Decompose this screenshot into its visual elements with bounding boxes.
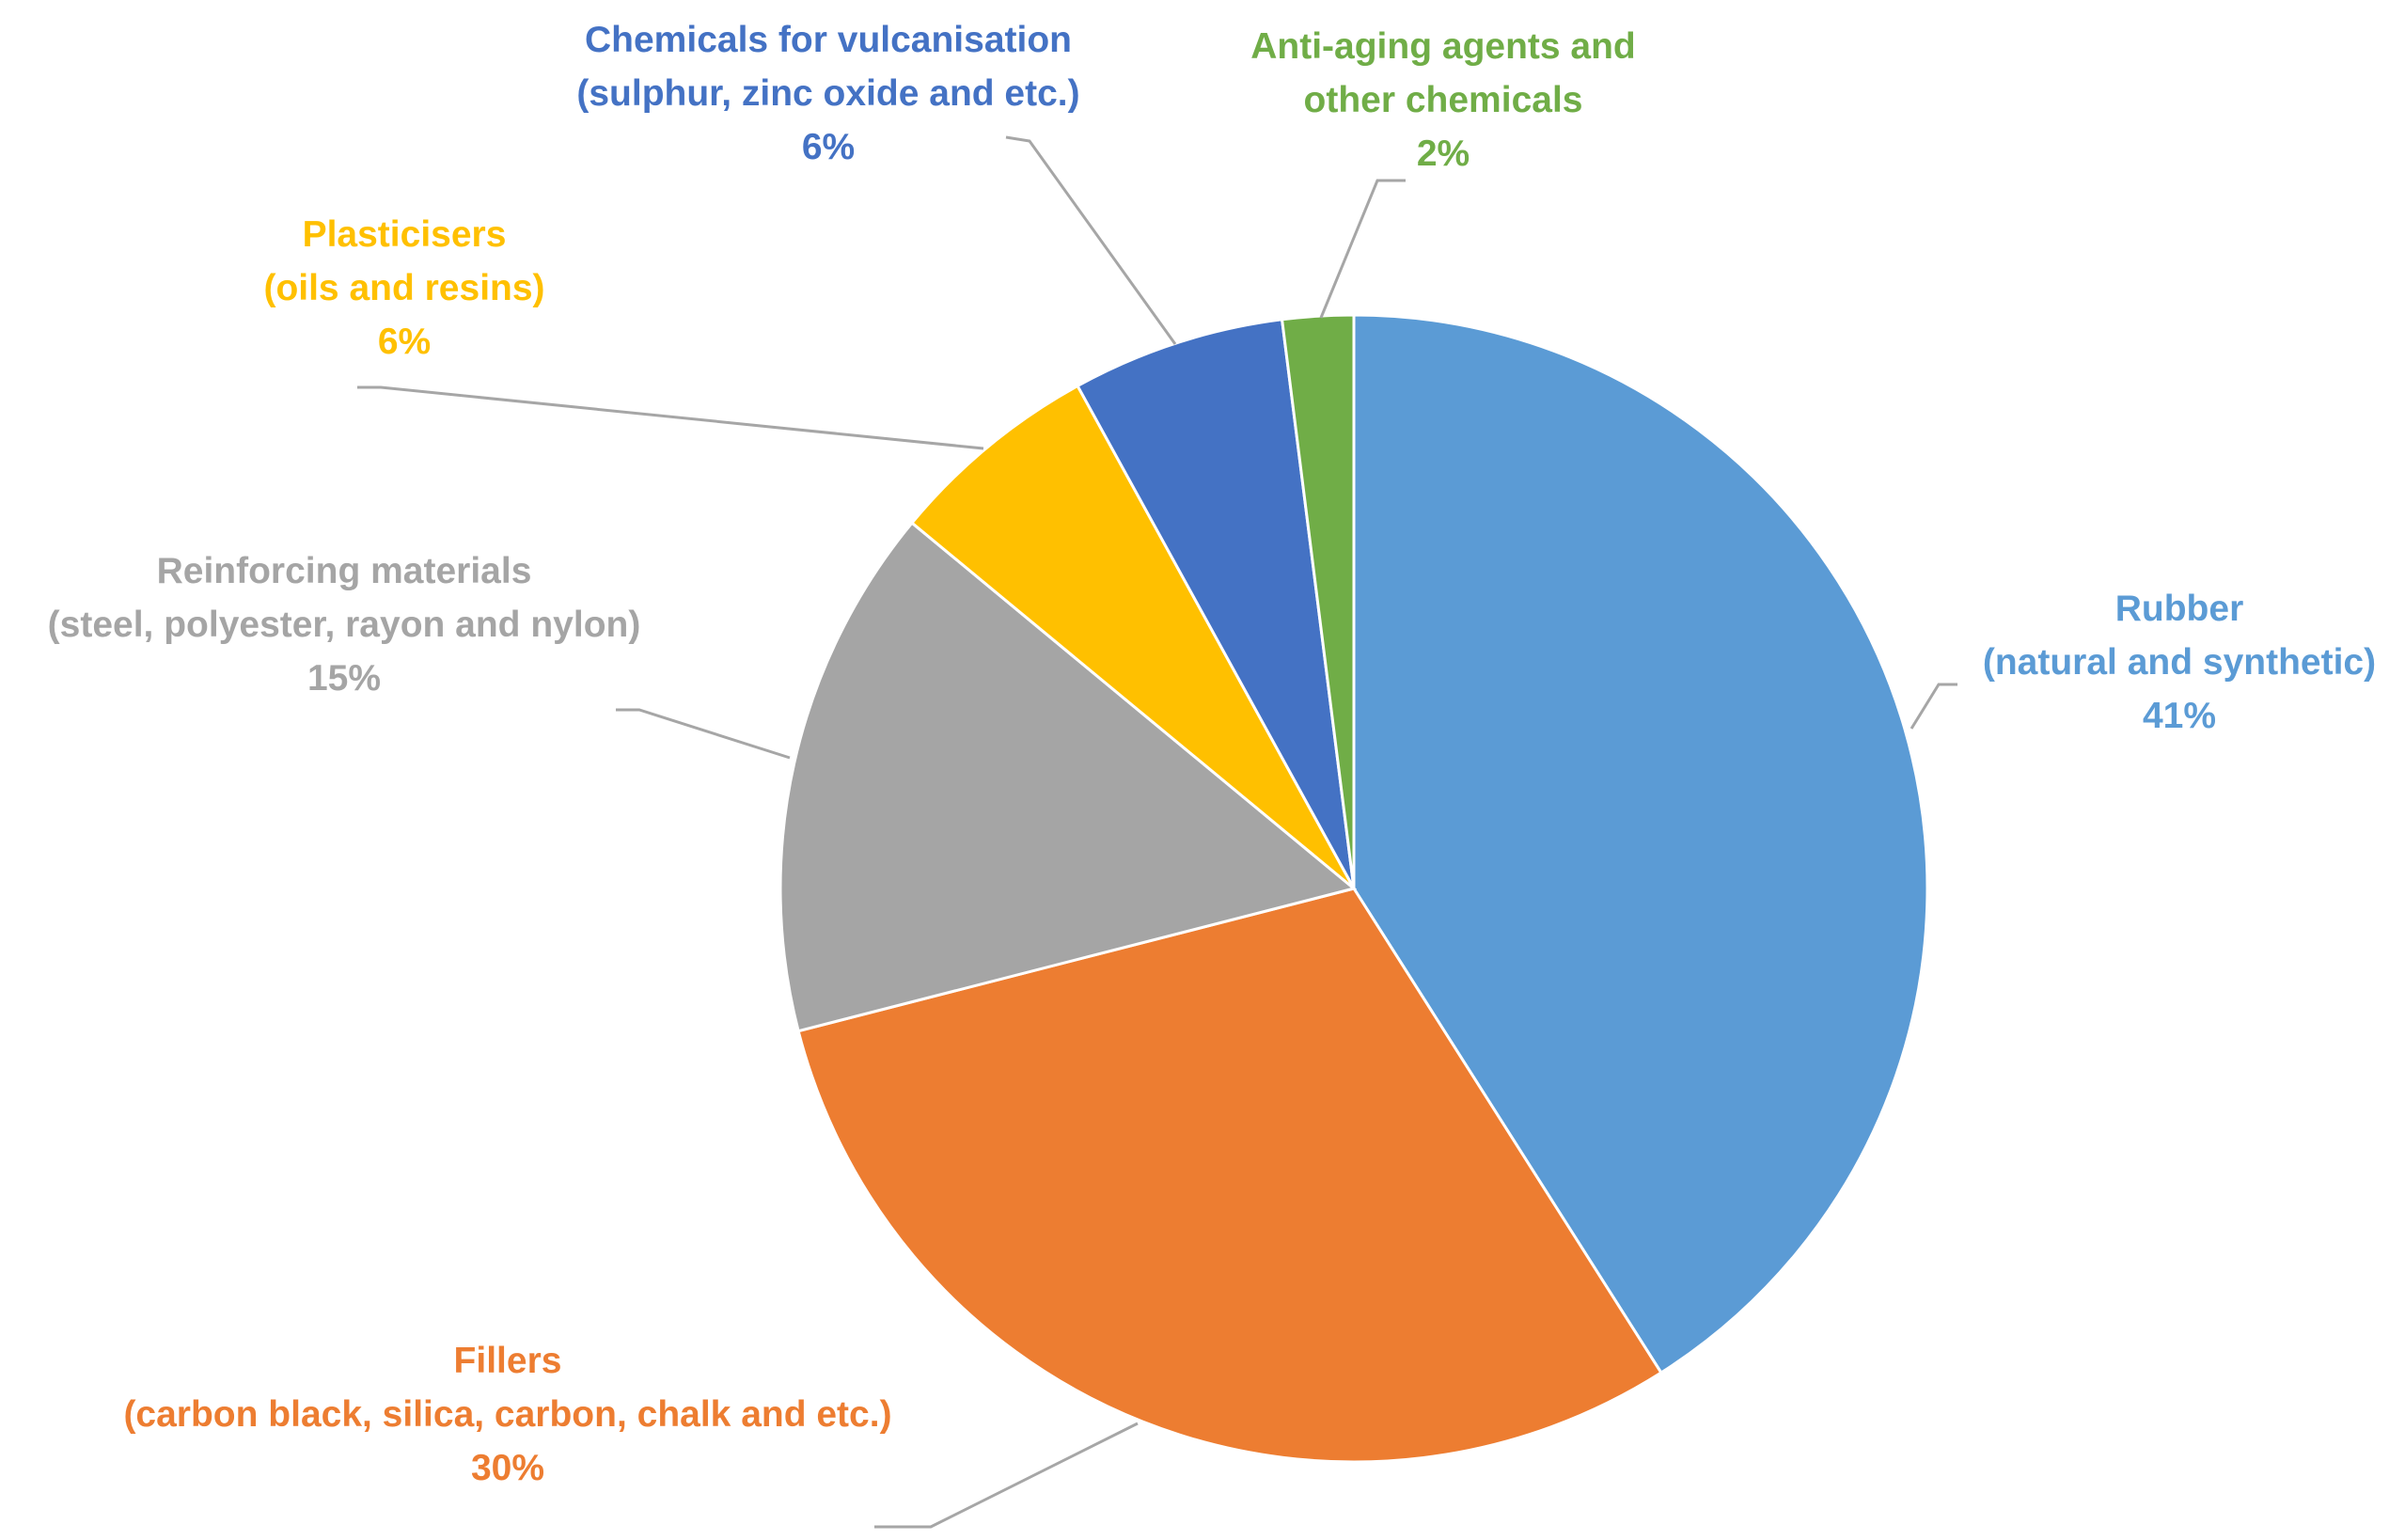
leader-line-reinforcing-materials — [616, 708, 791, 760]
data-label-anti-aging-agents-line-2: other chemicals — [1304, 80, 1583, 120]
leader-line-plasticisers — [357, 385, 984, 450]
data-label-reinforcing-materials-line-1: Reinforcing materials — [157, 551, 532, 591]
data-labels: Rubber (natural and synthetic) 41% Fillers (… — [48, 20, 2376, 1488]
data-label-fillers-line-2: (carbon black, silica, carbon, chalk and… — [123, 1394, 891, 1435]
data-label-pct-anti-aging-agents: 2% — [1417, 134, 1470, 174]
data-label-rubber-line-1: Rubber — [2115, 589, 2244, 629]
leader-lines — [357, 135, 1957, 1529]
data-label-reinforcing-materials-line-2: (steel, polyester, rayon and nylon) — [48, 605, 641, 645]
pie-slices — [778, 313, 1929, 1464]
data-label-pct-plasticisers: 6% — [378, 322, 431, 362]
pie-slice-reinforcing-materials — [778, 521, 1358, 1033]
leader-line-fillers — [874, 1422, 1139, 1529]
pie-slice-rubber — [1352, 313, 1929, 1375]
data-label-pct-fillers: 30% — [471, 1448, 544, 1488]
leader-line-rubber — [1910, 683, 1957, 730]
pie-slice-fillers — [796, 887, 1663, 1464]
data-label-anti-aging-agents-line-1: Anti-aging agents and — [1250, 26, 1636, 67]
data-label-pct-reinforcing-materials: 15% — [307, 658, 381, 699]
data-label-chemicals-for-vulcanisation-line-2: (sulphur, zinc oxide and etc.) — [576, 73, 1079, 114]
pie-slice-chemicals-for-vulcanisation — [1076, 318, 1356, 889]
data-label-rubber-line-2: (natural and synthetic) — [1983, 642, 2376, 683]
data-label-pct-rubber: 41% — [2143, 696, 2216, 736]
data-label-pct-chemicals-for-vulcanisation: 6% — [802, 127, 855, 167]
leader-line-anti-aging-agents — [1319, 179, 1406, 319]
pie-slice-anti-aging-agents — [1280, 313, 1356, 889]
data-label-chemicals-for-vulcanisation-line-1: Chemicals for vulcanisation — [585, 20, 1072, 60]
leader-line-chemicals-for-vulcanisation — [1005, 135, 1177, 345]
data-label-fillers-line-1: Fillers — [454, 1341, 562, 1381]
pie-slice-plasticisers — [909, 384, 1356, 890]
data-label-plasticisers-line-1: Plasticisers — [303, 214, 507, 255]
data-label-plasticisers-line-2: (oils and resins) — [263, 268, 544, 308]
